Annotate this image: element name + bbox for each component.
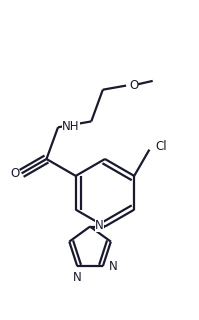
Text: O: O <box>129 79 138 92</box>
Text: NH: NH <box>62 120 80 133</box>
Text: N: N <box>73 271 82 284</box>
Text: O: O <box>10 167 19 180</box>
Text: N: N <box>95 219 104 232</box>
Text: Cl: Cl <box>155 140 167 153</box>
Text: N: N <box>109 260 118 273</box>
